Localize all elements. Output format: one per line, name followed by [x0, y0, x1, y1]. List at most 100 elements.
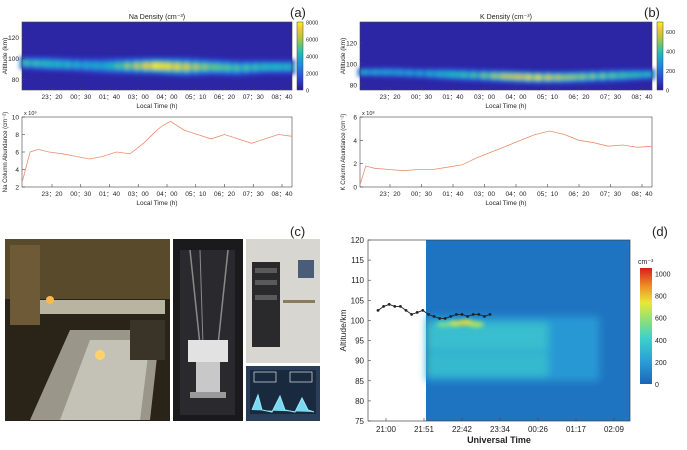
x-tick-label: 04：00: [157, 94, 178, 101]
x-tick-label: 05：10: [185, 94, 206, 101]
plot-frame: [21, 21, 293, 91]
x-tick-label: 07：30: [243, 94, 264, 101]
y-tick-label: 6: [353, 115, 357, 122]
x-tick-label: 00：30: [411, 94, 432, 101]
x-tick-label: 22:42: [452, 425, 473, 434]
y-tick-label: 6: [15, 150, 19, 157]
y-tick-label: 80: [12, 77, 20, 84]
x-tick-label: 21:51: [414, 425, 435, 434]
line-marker: [399, 304, 402, 308]
x-tick-label: 23:34: [490, 425, 511, 434]
colorbar-tick-label: 600: [655, 316, 667, 323]
line-marker: [427, 313, 430, 316]
colorbar-tick-label: 6000: [306, 38, 318, 44]
x-tick-label: 01：40: [443, 191, 464, 198]
panel-d-heatmap: 75 80 85 90 95 100 105 110 115 120 21:00 21:51 22:42…: [338, 236, 671, 445]
colorbar-tick-label: 8000: [306, 21, 318, 27]
x-tick-label: 01:17: [566, 425, 587, 434]
panel-label-b: (b): [644, 5, 660, 20]
y-tick-label: 110: [351, 276, 364, 285]
x-tick-label: 03：00: [128, 94, 149, 101]
x-tick-label: 07：30: [243, 191, 264, 198]
photo-telescope: [173, 239, 243, 421]
x-tick-label: 00:26: [528, 425, 549, 434]
y-tick-label: 105: [351, 296, 365, 305]
x-tick-label: 06：20: [569, 191, 590, 198]
colorbar: [296, 21, 304, 91]
x-axis-label: Local Time (h): [485, 103, 526, 110]
colorbar-unit-label: cm⁻³: [638, 259, 654, 266]
y-exponent-label: x 10⁸: [362, 110, 375, 117]
y-tick-label: 100: [351, 316, 365, 325]
y-tick-label: 0: [353, 185, 357, 192]
x-tick-label: 04：00: [157, 191, 178, 198]
y-axis-label: Altitude (km): [2, 38, 9, 74]
y-exponent-label: x 10⁹: [24, 110, 37, 117]
y-tick-label: 2: [353, 161, 357, 168]
y-tick-label: 10: [12, 115, 20, 122]
plot-frame: [359, 21, 653, 91]
line-marker: [415, 311, 419, 314]
colorbar-tick-label: 4000: [306, 55, 318, 61]
y-tick-label: 80: [350, 82, 358, 89]
colorbar-tick-label: 200: [655, 360, 667, 367]
plot-frame: [367, 239, 631, 422]
line-marker: [438, 317, 441, 320]
x-tick-label: 23：20: [380, 191, 401, 198]
density-layer: [357, 67, 656, 84]
series-line: [359, 130, 653, 185]
x-tick-label: 23：20: [380, 94, 401, 101]
panel-label-d: (d): [652, 224, 668, 239]
na-column-line-chart: 2 4 6 8 10 23：20 00：30 01：40 03：00 04：00 05：10 06：2…: [3, 110, 293, 207]
line-marker: [432, 315, 436, 318]
x-tick-label: 00：30: [70, 191, 91, 198]
y-tick-label: 90: [355, 357, 364, 366]
hot-spots: [436, 319, 484, 328]
line-marker: [410, 313, 413, 316]
x-tick-label: 05：10: [537, 191, 558, 198]
k-column-line-chart: 0 2 4 6 23：20 00：30 01：40 03：00 04：00 05：10 06：20 0…: [341, 110, 653, 207]
line-marker: [393, 304, 397, 308]
y-tick-label: 8: [15, 132, 19, 139]
y-axis-label: Altitude/km: [338, 309, 348, 351]
colorbar: [640, 268, 652, 384]
x-tick-label: 05：10: [185, 191, 206, 198]
y-tick-label: 4: [353, 138, 357, 145]
plot-frame: [359, 116, 653, 188]
density-layer: [426, 316, 600, 381]
x-tick-label: 00：30: [411, 191, 432, 198]
line-marker: [404, 308, 408, 312]
y-tick-label: 120: [8, 35, 19, 42]
line-marker: [466, 315, 469, 318]
y-tick-label: 85: [355, 377, 364, 386]
x-tick-label: 08：40: [272, 191, 293, 198]
colorbar-tick-label: 0: [306, 89, 309, 95]
line-marker: [376, 308, 380, 312]
colorbar-tick-label: 0: [666, 89, 669, 95]
colorbar-tick-label: 400: [666, 50, 675, 56]
y-tick-label: 2: [15, 185, 19, 192]
x-axis-label: Local Time (h): [136, 200, 177, 207]
line-marker: [387, 302, 391, 306]
y-tick-label: 80: [355, 397, 364, 406]
colorbar-tick-label: 1000: [655, 272, 671, 279]
density-layer: [19, 56, 296, 77]
y-tick-label: 75: [355, 417, 364, 426]
colorbar-tick-label: 2000: [306, 72, 318, 78]
x-tick-label: 06：20: [214, 94, 235, 101]
colorbar-tick-label: 800: [655, 294, 667, 301]
photo-monitor-screen: [246, 366, 320, 421]
colorbar: [656, 21, 664, 91]
x-tick-label: 03：00: [474, 191, 495, 198]
line-marker: [460, 313, 464, 316]
x-tick-label: 21:00: [376, 425, 397, 434]
line-marker: [488, 313, 492, 316]
y-tick-label: 120: [346, 40, 357, 47]
colorbar-tick-label: 400: [655, 338, 667, 345]
photo-lab-room: [5, 239, 170, 421]
panel-label-c: (c): [290, 224, 306, 239]
line-marker: [443, 317, 447, 320]
x-tick-label: 07：30: [600, 191, 621, 198]
chart-title: Na Density (cm⁻³): [129, 14, 185, 21]
